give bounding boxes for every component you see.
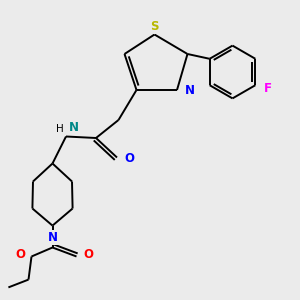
- Text: N: N: [184, 83, 194, 97]
- Text: S: S: [150, 20, 159, 34]
- Text: N: N: [68, 121, 78, 134]
- Text: O: O: [83, 248, 93, 262]
- Text: N: N: [47, 231, 58, 244]
- Text: O: O: [15, 248, 25, 262]
- Text: O: O: [124, 152, 134, 166]
- Text: H: H: [56, 124, 64, 134]
- Text: F: F: [264, 82, 272, 95]
